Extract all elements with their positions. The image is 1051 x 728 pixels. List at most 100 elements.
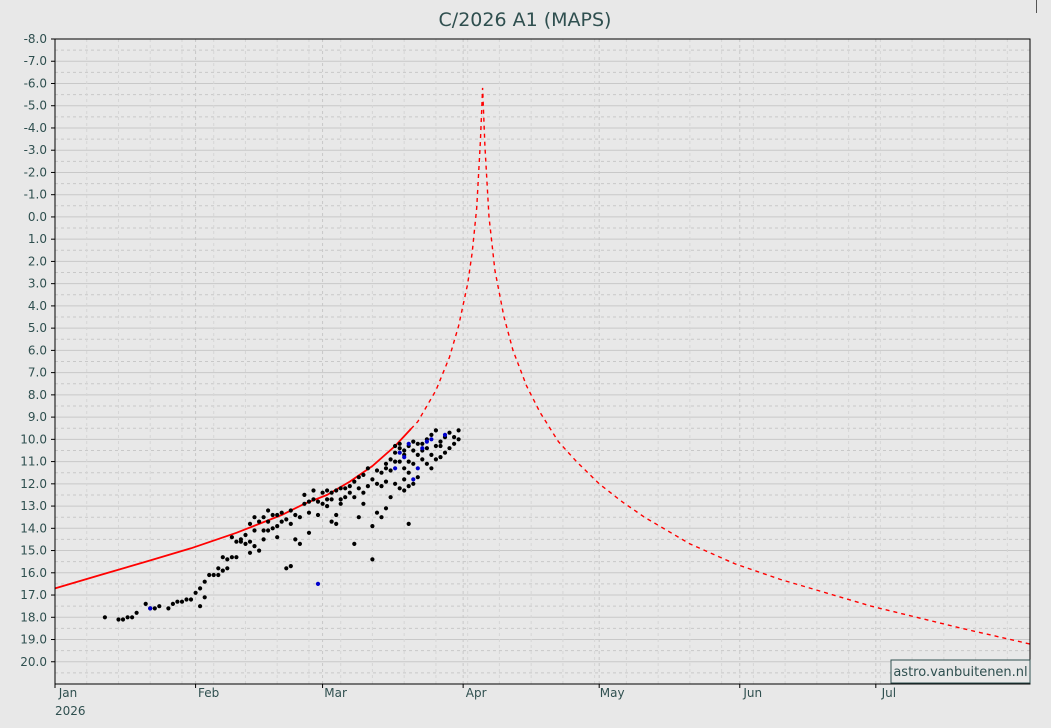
observation-point	[393, 481, 398, 486]
observation-point	[329, 497, 334, 502]
observation-point-alt	[442, 432, 448, 437]
observation-point	[420, 441, 425, 446]
observation-point	[247, 550, 253, 555]
observation-point	[329, 490, 334, 495]
observation-point	[406, 521, 411, 527]
y-tick-label: 0.0	[28, 210, 47, 224]
observation-point	[120, 617, 126, 622]
credit-text: astro.vanbuitenen.nl	[893, 665, 1027, 680]
observation-point	[243, 532, 248, 538]
observation-point-alt	[406, 441, 411, 446]
observation-point	[402, 448, 407, 453]
observation-point	[325, 497, 330, 502]
observation-point	[415, 452, 420, 457]
observation-point	[284, 517, 289, 522]
year-label: 2026	[55, 704, 86, 718]
observation-point	[397, 441, 402, 446]
y-tick-label: -5.0	[24, 99, 47, 113]
observation-point	[266, 519, 271, 524]
observation-point	[220, 568, 225, 573]
y-tick-label: -8.0	[24, 32, 47, 46]
observation-point	[379, 515, 384, 520]
observation-point	[352, 495, 357, 500]
observation-point	[402, 477, 407, 482]
observation-point	[266, 528, 271, 533]
y-tick-label: 19.0	[20, 633, 47, 647]
grid	[54, 39, 1030, 684]
observation-point	[397, 486, 402, 491]
observation-point	[374, 468, 380, 473]
y-tick-label: 6.0	[28, 343, 47, 357]
observation-point	[116, 617, 121, 622]
observation-point	[411, 461, 416, 466]
y-tick-label: 8.0	[28, 388, 47, 402]
observation-point	[393, 443, 398, 449]
x-tick-label: Jan	[58, 686, 78, 700]
observation-point	[361, 472, 366, 477]
y-tick-label: -4.0	[24, 121, 47, 135]
observation-point	[433, 457, 438, 462]
observation-point	[411, 481, 416, 486]
window-edge-mark	[1036, 0, 1037, 13]
observation-point	[311, 488, 316, 493]
observation-point	[270, 512, 275, 518]
observation-point	[433, 443, 438, 449]
y-tick-label: 5.0	[28, 321, 47, 335]
observation-point	[420, 457, 425, 462]
observation-point	[325, 504, 330, 509]
observation-point-alt	[397, 450, 402, 455]
observation-point	[198, 586, 203, 591]
observation-point	[320, 501, 325, 506]
observation-point	[352, 479, 357, 484]
observation-point-alt	[411, 477, 416, 482]
observation-point	[225, 557, 230, 562]
observation-point	[216, 572, 221, 578]
observation-point	[429, 466, 434, 471]
observation-point	[211, 572, 216, 578]
observation-point	[415, 441, 420, 446]
observation-point	[234, 539, 239, 544]
observation-point	[202, 579, 207, 584]
x-tick-label: Jun	[742, 686, 762, 700]
y-tick-label: -6.0	[24, 76, 47, 90]
observation-point	[343, 486, 348, 491]
observation-point	[361, 490, 366, 495]
observation-point	[266, 508, 271, 513]
y-tick-label: -2.0	[24, 165, 47, 179]
observation-point	[293, 537, 298, 542]
y-tick-label: 17.0	[20, 588, 47, 602]
observation-point	[365, 484, 370, 489]
observation-point	[393, 459, 398, 464]
observation-point	[207, 572, 212, 578]
observation-point	[383, 466, 389, 471]
observation-point	[170, 601, 175, 607]
fit-curve-predicted	[410, 87, 1031, 645]
y-tick-label: 13.0	[20, 499, 47, 513]
y-tick-label: 1.0	[28, 232, 47, 246]
observation-point	[406, 470, 411, 475]
observation-point	[238, 539, 243, 544]
observation-point	[315, 499, 321, 504]
y-tick-label: 7.0	[28, 366, 47, 380]
observation-points	[102, 428, 461, 622]
observation-point	[152, 606, 157, 611]
observation-point	[275, 512, 280, 518]
y-tick-label: 12.0	[20, 477, 47, 491]
observation-point	[188, 597, 194, 602]
observation-point	[456, 437, 461, 442]
observation-point	[325, 488, 330, 493]
observation-point	[424, 461, 429, 466]
observation-point	[433, 428, 438, 433]
observation-point	[388, 468, 393, 473]
observation-point	[406, 459, 411, 464]
y-tick-label: 3.0	[28, 277, 47, 291]
observation-point	[220, 555, 225, 560]
chart-title: C/2026 A1 (MAPS)	[439, 9, 612, 31]
observation-point	[343, 495, 348, 500]
observation-point	[397, 459, 402, 464]
observation-point	[279, 519, 284, 524]
observation-point	[438, 455, 443, 460]
light-curve	[54, 87, 1031, 645]
observation-point	[125, 615, 130, 620]
